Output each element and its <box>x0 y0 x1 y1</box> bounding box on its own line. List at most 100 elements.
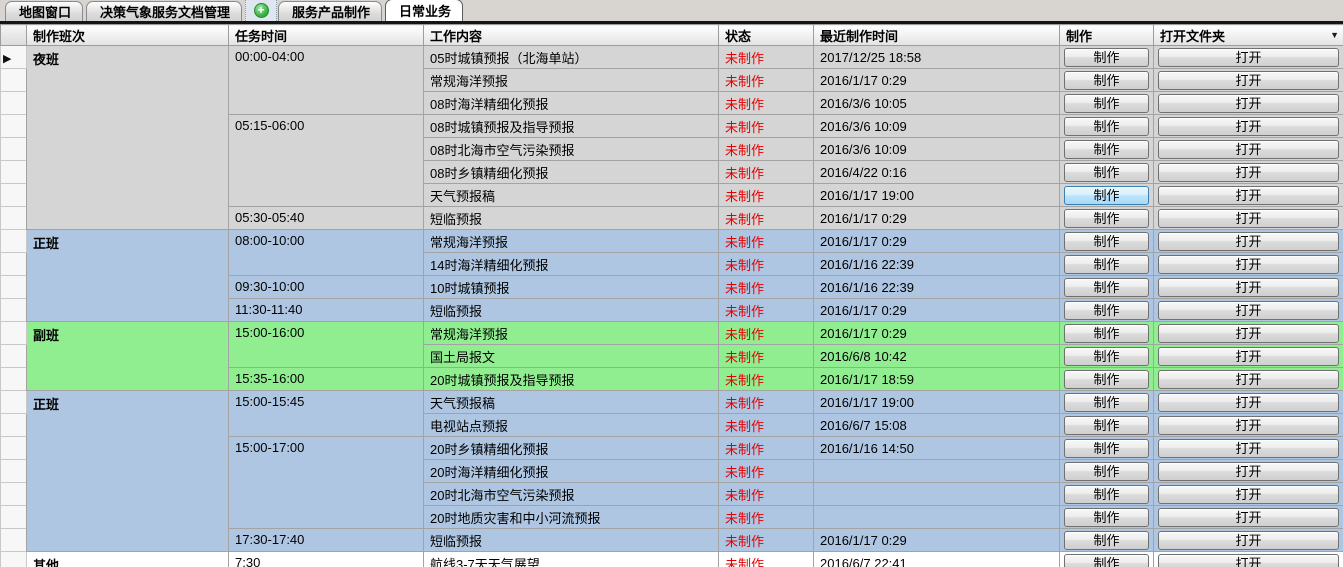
row-gutter[interactable] <box>0 275 27 299</box>
row-gutter[interactable] <box>0 413 27 437</box>
make-button[interactable]: 制作 <box>1064 139 1149 159</box>
status-cell: 未制作 <box>718 229 814 253</box>
make-button[interactable]: 制作 <box>1064 507 1149 527</box>
make-button[interactable]: 制作 <box>1064 530 1149 550</box>
row-gutter[interactable] <box>0 68 27 92</box>
open-folder-cell: 打开 <box>1153 528 1343 552</box>
row-gutter[interactable] <box>0 482 27 506</box>
row-gutter[interactable] <box>0 436 27 460</box>
open-button[interactable]: 打开 <box>1158 300 1339 320</box>
open-folder-cell: 打开 <box>1153 68 1343 92</box>
tab-decision-weather-docs[interactable]: 决策气象服务文档管理 <box>86 1 243 21</box>
make-button[interactable]: 制作 <box>1064 484 1149 504</box>
row-gutter[interactable] <box>0 160 27 184</box>
task-time-cell: 15:35-16:00 <box>228 367 424 391</box>
row-gutter[interactable] <box>0 344 27 368</box>
row-gutter[interactable]: ▶ <box>0 45 27 69</box>
make-cell: 制作 <box>1059 91 1154 115</box>
open-button[interactable]: 打开 <box>1158 346 1339 366</box>
make-button[interactable]: 制作 <box>1064 254 1149 274</box>
tab-daily-business[interactable]: 日常业务 <box>385 0 464 21</box>
row-gutter[interactable] <box>0 91 27 115</box>
open-button[interactable]: 打开 <box>1158 530 1339 550</box>
make-button[interactable]: 制作 <box>1064 185 1149 205</box>
task-table: 制作班次 任务时间 工作内容 状态 最近制作时间 制作 打开文件夹 ▶ 夜班 00:… <box>0 24 1343 567</box>
open-button[interactable]: 打开 <box>1158 415 1339 435</box>
row-gutter[interactable] <box>0 206 27 230</box>
open-button[interactable]: 打开 <box>1158 93 1339 113</box>
make-button[interactable]: 制作 <box>1064 162 1149 182</box>
open-button[interactable]: 打开 <box>1158 553 1339 567</box>
last-made-time-cell: 2016/3/6 10:09 <box>813 137 1060 161</box>
header-work-content[interactable]: 工作内容 <box>423 24 719 46</box>
row-gutter[interactable] <box>0 459 27 483</box>
make-button[interactable]: 制作 <box>1064 231 1149 251</box>
row-gutter[interactable] <box>0 137 27 161</box>
header-status[interactable]: 状态 <box>718 24 814 46</box>
make-button[interactable]: 制作 <box>1064 70 1149 90</box>
row-gutter[interactable] <box>0 321 27 345</box>
open-button[interactable]: 打开 <box>1158 116 1339 136</box>
make-button[interactable]: 制作 <box>1064 415 1149 435</box>
make-button[interactable]: 制作 <box>1064 116 1149 136</box>
row-gutter[interactable] <box>0 528 27 552</box>
make-button[interactable]: 制作 <box>1064 461 1149 481</box>
chevron-down-icon[interactable]: ▼ <box>1330 30 1339 40</box>
header-open-folder[interactable]: 打开文件夹 <box>1153 24 1343 46</box>
header-last-made-time[interactable]: 最近制作时间 <box>813 24 1060 46</box>
table-row: 09:30-10:00 10时城镇预报 未制作 2016/1/16 22:39 制作 打开 <box>0 275 1343 299</box>
add-tab-button[interactable]: + <box>245 0 278 21</box>
open-button[interactable]: 打开 <box>1158 461 1339 481</box>
make-button[interactable]: 制作 <box>1064 392 1149 412</box>
make-button[interactable]: 制作 <box>1064 47 1149 67</box>
tab-map-window[interactable]: 地图窗口 <box>5 1 84 21</box>
make-button[interactable]: 制作 <box>1064 369 1149 389</box>
open-button[interactable]: 打开 <box>1158 139 1339 159</box>
make-button[interactable]: 制作 <box>1064 553 1149 567</box>
open-button[interactable]: 打开 <box>1158 369 1339 389</box>
open-button[interactable]: 打开 <box>1158 507 1339 527</box>
open-button[interactable]: 打开 <box>1158 208 1339 228</box>
work-content-cell: 20时海洋精细化预报 <box>423 459 719 483</box>
row-gutter[interactable] <box>0 551 27 567</box>
make-button[interactable]: 制作 <box>1064 300 1149 320</box>
row-gutter[interactable] <box>0 229 27 253</box>
row-gutter[interactable] <box>0 367 27 391</box>
row-gutter[interactable] <box>0 114 27 138</box>
header-make[interactable]: 制作 <box>1059 24 1154 46</box>
table-row: 副班 15:00-16:00 常规海洋预报 未制作 2016/1/17 0:29 制作 打开 <box>0 321 1343 391</box>
open-button[interactable]: 打开 <box>1158 277 1339 297</box>
open-button[interactable]: 打开 <box>1158 254 1339 274</box>
row-gutter[interactable] <box>0 390 27 414</box>
open-button[interactable]: 打开 <box>1158 484 1339 504</box>
row-gutter[interactable] <box>0 298 27 322</box>
open-button[interactable]: 打开 <box>1158 438 1339 458</box>
make-button[interactable]: 制作 <box>1064 277 1149 297</box>
make-button[interactable]: 制作 <box>1064 208 1149 228</box>
row-gutter[interactable] <box>0 183 27 207</box>
header-shift[interactable]: 制作班次 <box>26 24 229 46</box>
table-row: 其他 7:30 航线3-7天天气展望 未制作 2016/6/7 22:41 制作 打开 <box>0 551 1343 567</box>
header-task-time[interactable]: 任务时间 <box>228 24 424 46</box>
table-header-row: 制作班次 任务时间 工作内容 状态 最近制作时间 制作 打开文件夹 <box>0 24 1343 46</box>
open-folder-cell: 打开 <box>1153 206 1343 230</box>
make-button[interactable]: 制作 <box>1064 323 1149 343</box>
tab-service-product[interactable]: 服务产品制作 <box>278 1 383 21</box>
table-row: 05:30-05:40 短临预报 未制作 2016/1/17 0:29 制作 打开 <box>0 206 1343 230</box>
make-button[interactable]: 制作 <box>1064 93 1149 113</box>
make-button[interactable]: 制作 <box>1064 346 1149 366</box>
open-button[interactable]: 打开 <box>1158 231 1339 251</box>
open-folder-cell: 打开 <box>1153 459 1343 483</box>
row-gutter[interactable] <box>0 505 27 529</box>
work-content-cell: 国土局报文 <box>423 344 719 368</box>
row-gutter[interactable] <box>0 252 27 276</box>
open-button[interactable]: 打开 <box>1158 323 1339 343</box>
open-button[interactable]: 打开 <box>1158 47 1339 67</box>
make-button[interactable]: 制作 <box>1064 438 1149 458</box>
open-button[interactable]: 打开 <box>1158 70 1339 90</box>
last-made-time-cell: 2016/6/8 10:42 <box>813 344 1060 368</box>
open-button[interactable]: 打开 <box>1158 185 1339 205</box>
open-button[interactable]: 打开 <box>1158 162 1339 182</box>
open-button[interactable]: 打开 <box>1158 392 1339 412</box>
